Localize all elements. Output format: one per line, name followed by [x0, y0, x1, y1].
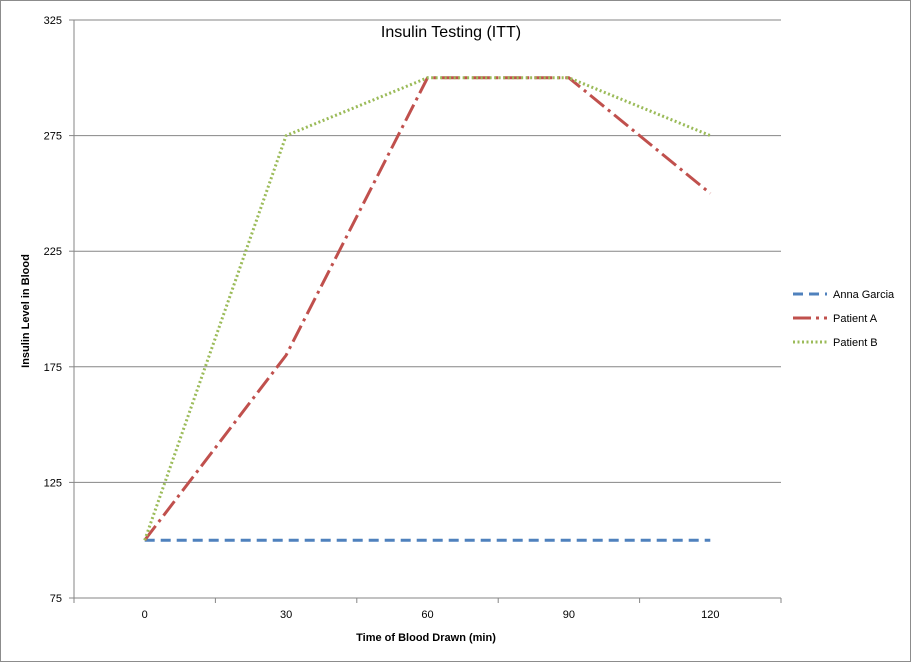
x-tick-label: 60 — [421, 609, 433, 621]
x-tick-label: 0 — [142, 609, 148, 621]
series-line-patient-b — [143, 76, 711, 541]
y-tick-label: 125 — [44, 477, 62, 489]
x-axis-title: Time of Blood Drawn (min) — [356, 632, 496, 644]
x-tick-label: 30 — [280, 609, 292, 621]
y-tick-label: 225 — [44, 246, 62, 258]
y-tick-label: 275 — [44, 131, 62, 143]
x-tick-label: 90 — [563, 609, 575, 621]
chart-title: Insulin Testing (ITT) — [381, 24, 521, 41]
legend-label: Patient B — [833, 337, 878, 349]
y-axis-title: Insulin Level in Blood — [20, 254, 32, 368]
y-tick-label: 325 — [44, 15, 62, 27]
y-tick-label: 175 — [44, 362, 62, 374]
x-tick-label: 120 — [701, 609, 719, 621]
y-tick-label: 75 — [50, 593, 62, 605]
legend-label: Patient A — [833, 313, 878, 325]
series-line-patient-a — [143, 76, 712, 542]
legend-label: Anna Garcia — [833, 289, 895, 301]
